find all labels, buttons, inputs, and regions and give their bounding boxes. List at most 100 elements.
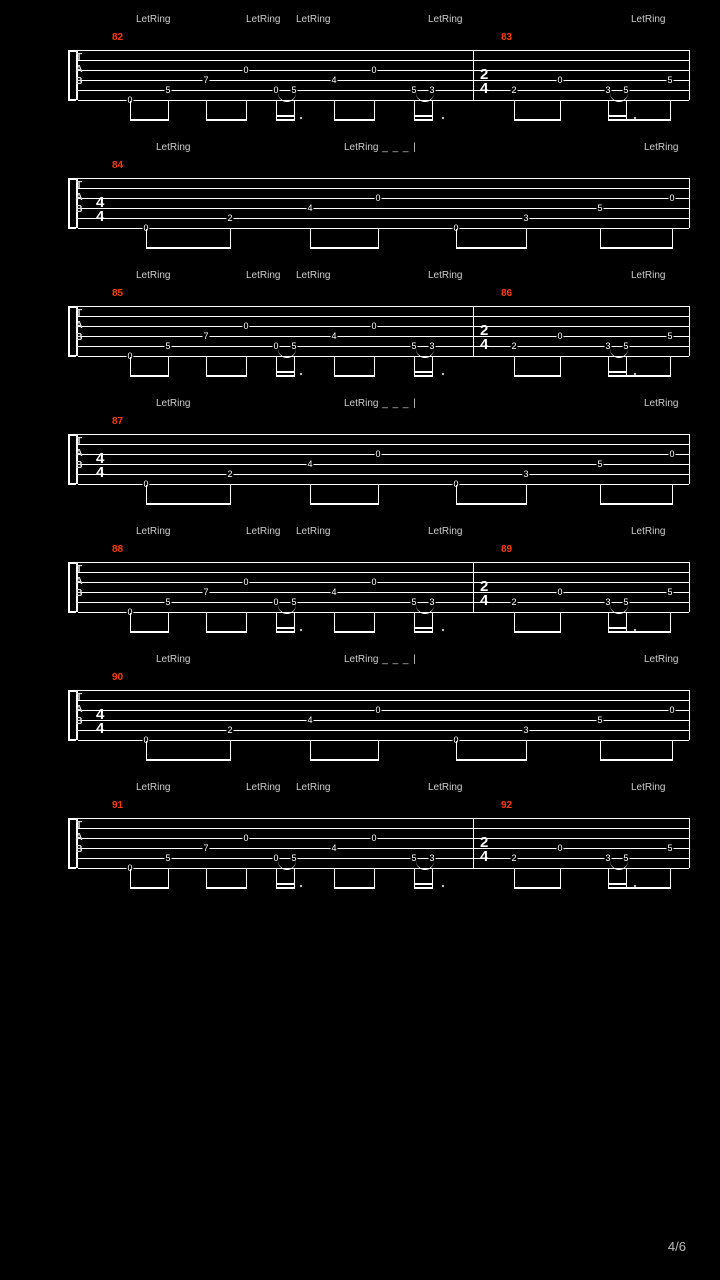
fret-number: 5: [596, 459, 603, 469]
tab-system: LetRingLetRing _ _ _ |LetRingTAB87440240…: [76, 434, 690, 484]
fret-number: 2: [226, 213, 233, 223]
measure-number: 82: [112, 32, 123, 43]
time-signature: 44: [96, 452, 104, 480]
letring-label: LetRing: [246, 270, 280, 281]
letring-label: LetRing: [246, 14, 280, 25]
tab-clef: TAB: [73, 308, 85, 344]
fret-number: 0: [668, 193, 675, 203]
letring-label: LetRing: [631, 14, 665, 25]
fret-number: 0: [556, 75, 563, 85]
fret-number: 0: [370, 577, 377, 587]
letring-label: LetRing: [631, 270, 665, 281]
letring-label: LetRing: [631, 526, 665, 537]
fret-number: 7: [202, 843, 209, 853]
tab-clef: TAB: [73, 564, 85, 600]
tab-clef: TAB: [73, 820, 85, 856]
fret-number: 4: [330, 587, 337, 597]
fret-number: 4: [306, 715, 313, 725]
fret-number: 4: [330, 75, 337, 85]
fret-number: 5: [164, 341, 171, 351]
fret-number: 2: [226, 725, 233, 735]
tab-sheet: LetRing LetRing LetRing LetRing LetRing TAB 82…: [0, 0, 720, 868]
measure-number: 91: [112, 800, 123, 811]
letring-label: LetRing: [631, 782, 665, 793]
tab-system: LetRingLetRingLetRingLetRingLetRingTAB85…: [76, 306, 690, 356]
measure-number: 89: [501, 544, 512, 555]
tab-system: LetRingLetRingLetRingLetRingLetRingTAB88…: [76, 562, 690, 612]
fret-number: 0: [556, 587, 563, 597]
barline: [473, 818, 474, 869]
letring-label: LetRing: [246, 526, 280, 537]
letring-label: LetRing: [136, 270, 170, 281]
measure-number: 86: [501, 288, 512, 299]
barline: [473, 50, 474, 101]
letring-label: LetRing: [136, 14, 170, 25]
fret-number: 2: [510, 597, 517, 607]
tab-system: LetRingLetRingLetRingLetRingLetRingTAB91…: [76, 818, 690, 868]
fret-number: 5: [596, 203, 603, 213]
letring-label: LetRing: [644, 142, 678, 153]
fret-number: 0: [370, 833, 377, 843]
fret-number: 7: [202, 75, 209, 85]
fret-number: 0: [556, 331, 563, 341]
time-signature: 44: [96, 708, 104, 736]
fret-number: 0: [242, 833, 249, 843]
tab-system: LetRingLetRing _ _ _ |LetRingTAB84440240…: [76, 178, 690, 228]
letring-label: LetRing _ _ _ |: [344, 142, 417, 153]
fret-number: 7: [202, 331, 209, 341]
fret-number: 2: [226, 469, 233, 479]
fret-number: 0: [668, 449, 675, 459]
fret-number: 0: [242, 65, 249, 75]
measure-number: 92: [501, 800, 512, 811]
fret-number: 3: [522, 725, 529, 735]
measure-number: 87: [112, 416, 123, 427]
fret-number: 4: [330, 331, 337, 341]
letring-label: LetRing _ _ _ |: [344, 398, 417, 409]
fret-number: 5: [164, 85, 171, 95]
fret-number: 0: [242, 321, 249, 331]
letring-label: LetRing: [156, 398, 190, 409]
fret-number: 0: [668, 705, 675, 715]
fret-number: 5: [164, 853, 171, 863]
fret-number: 0: [370, 321, 377, 331]
letring-label: LetRing: [296, 526, 330, 537]
letring-label: LetRing: [428, 270, 462, 281]
fret-number: 3: [522, 213, 529, 223]
letring-label: LetRing: [428, 782, 462, 793]
letring-label: LetRing: [136, 782, 170, 793]
fret-number: 5: [666, 843, 673, 853]
time-signature: 24: [480, 324, 488, 352]
letring-label: LetRing: [296, 14, 330, 25]
tab-clef: TAB: [73, 692, 85, 728]
letring-label: LetRing: [296, 782, 330, 793]
fret-number: 4: [306, 459, 313, 469]
tab-clef: TAB: [73, 436, 85, 472]
tab-system: LetRingLetRing _ _ _ |LetRingTAB90440240…: [76, 690, 690, 740]
fret-number: 2: [510, 853, 517, 863]
barline: [473, 562, 474, 613]
fret-number: 5: [666, 331, 673, 341]
fret-number: 5: [596, 715, 603, 725]
fret-number: 3: [522, 469, 529, 479]
letring-label: LetRing: [428, 526, 462, 537]
fret-number: 4: [330, 843, 337, 853]
measure-number: 85: [112, 288, 123, 299]
fret-number: 0: [242, 577, 249, 587]
measure-number: 90: [112, 672, 123, 683]
measure-number: 84: [112, 160, 123, 171]
fret-number: 4: [306, 203, 313, 213]
fret-number: 0: [374, 193, 381, 203]
letring-label: LetRing: [156, 654, 190, 665]
fret-number: 2: [510, 85, 517, 95]
letring-label: LetRing: [136, 526, 170, 537]
letring-label: LetRing: [428, 14, 462, 25]
page-number: 4/6: [668, 1239, 686, 1254]
fret-number: 0: [374, 705, 381, 715]
time-signature: 24: [480, 68, 488, 96]
time-signature: 44: [96, 196, 104, 224]
time-signature: 24: [480, 580, 488, 608]
fret-number: 5: [666, 587, 673, 597]
fret-number: 2: [510, 341, 517, 351]
measure-number: 83: [501, 32, 512, 43]
barline: [473, 306, 474, 357]
